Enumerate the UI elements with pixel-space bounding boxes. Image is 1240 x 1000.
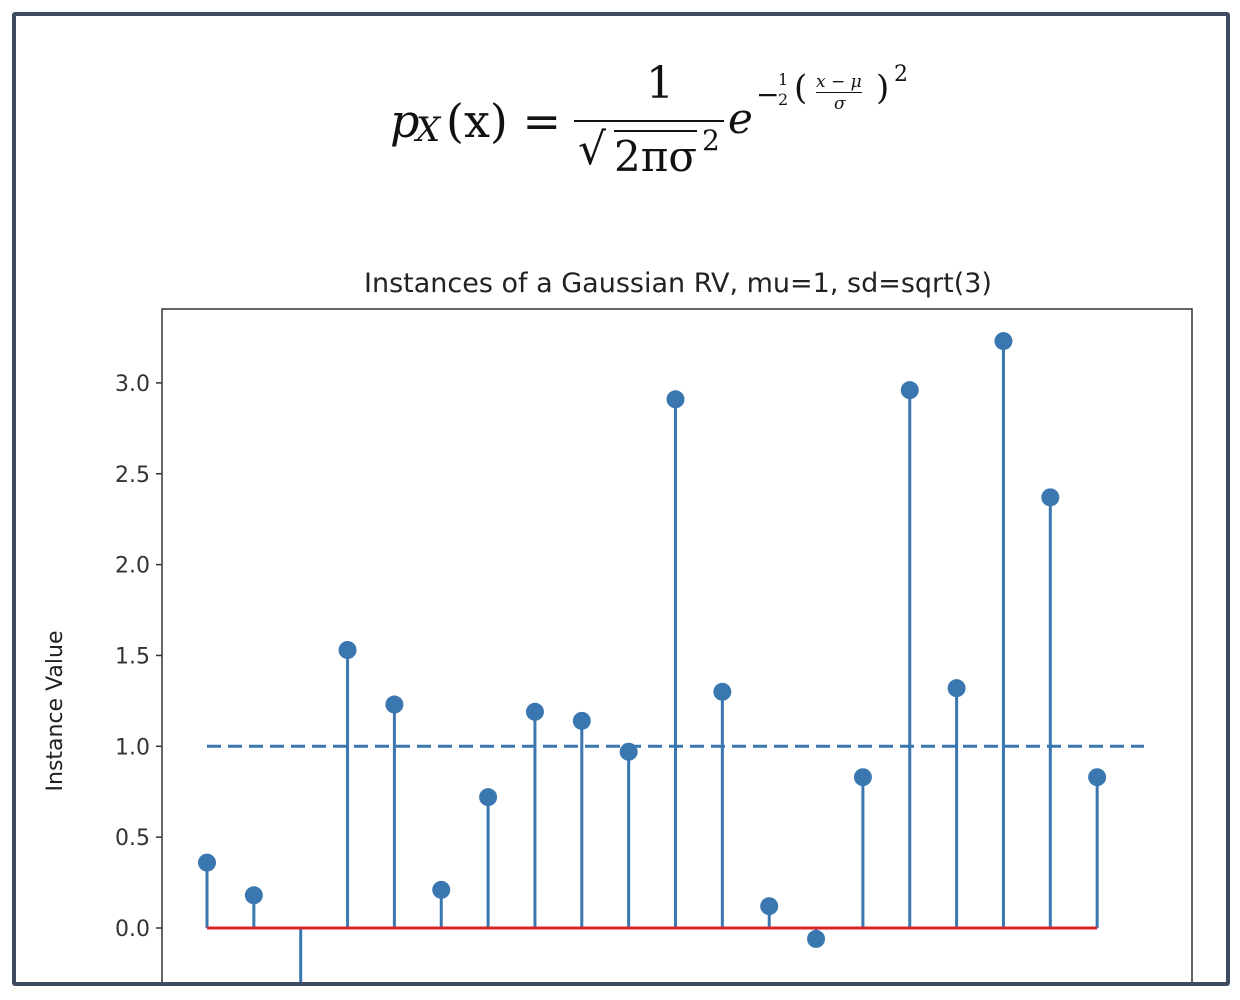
stem-marker [572,711,591,730]
formula-exp-frac-num: x − μ [816,72,862,93]
stem-marker [244,886,263,905]
formula-denominator: 2πσ [614,130,697,181]
y-tick-label: 3.0 [115,372,150,397]
formula-denominator-exp: 2 [702,124,720,157]
formula-exp-open: ( [794,68,808,108]
stem-marker [666,390,685,409]
formula-p: p [390,94,420,148]
formula-exp-minus: − [756,78,780,111]
formula-half-num: 1 [778,70,789,89]
formula-exp-close: ) [876,68,890,108]
y-tick-label: 1.5 [115,644,150,669]
figure-frame: p X (x) = 1 √ 2πσ 2 e − 1 2 ( x − μ σ ) … [12,12,1230,986]
stem-marker [760,897,779,916]
stem-marker [619,742,638,761]
stem-marker [338,640,357,659]
stem-marker [713,682,732,701]
y-axis-label: Instance Value [43,631,68,792]
stem-marker [525,702,544,721]
stem-marker [807,929,826,948]
formula-sqrt: √ [578,124,607,175]
y-tick-label: 2.5 [115,463,150,488]
formula-numerator: 1 [646,58,674,109]
y-tick-label: 1.0 [115,735,150,760]
stem-marker [432,880,451,899]
formula-fraction-bar [574,120,724,122]
formula-sub: X [416,110,441,150]
y-tick-label: 0.0 [115,917,150,942]
stem-chart: Instances of a Gaussian RV, mu=1, sd=sqr… [43,268,1193,982]
stem-marker [1041,488,1060,507]
formula-lhs-arg: (x) = [446,94,561,148]
stem-marker [900,381,919,400]
plot-area [161,308,1193,982]
formula-exp-power: 2 [894,62,908,87]
stem-marker [198,853,216,872]
stem-marker [994,332,1013,351]
y-tick-label: 0.5 [115,826,150,851]
formula-exp-frac-den: σ [834,94,846,114]
stem-marker [479,788,498,807]
y-tick-label: 2.0 [115,554,150,579]
chart-title: Instances of a Gaussian RV, mu=1, sd=sqr… [364,268,992,299]
stem-marker [385,695,404,714]
stem-marker [1088,768,1107,787]
stem-marker [853,768,872,787]
stem-marker [947,679,966,698]
formula-e: e [728,94,753,143]
gaussian-pdf-formula: p X (x) = 1 √ 2πσ 2 e − 1 2 ( x − μ σ ) … [376,58,976,198]
formula-half-den: 2 [778,90,789,109]
